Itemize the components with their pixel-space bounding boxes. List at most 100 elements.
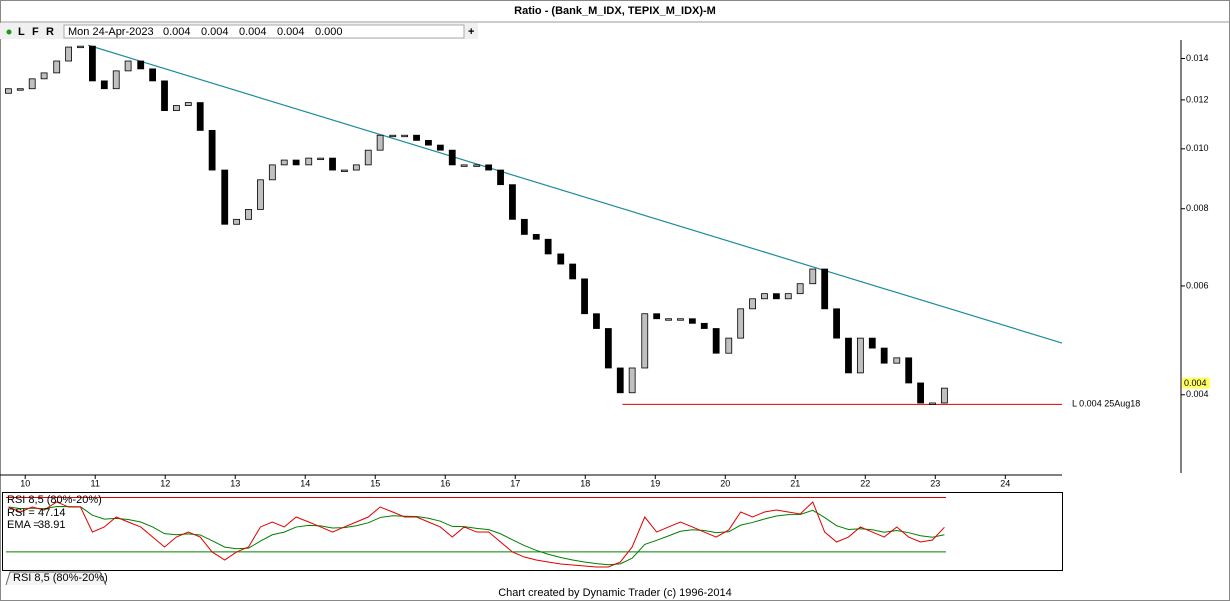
candle bbox=[569, 263, 577, 280]
candle bbox=[485, 164, 493, 171]
info-high: 0.004 bbox=[201, 26, 229, 38]
x-tick-label: 24 bbox=[1000, 478, 1010, 488]
candle bbox=[352, 164, 360, 171]
rsi-tab[interactable] bbox=[5, 571, 107, 586]
candle bbox=[173, 105, 180, 112]
candle bbox=[665, 318, 672, 321]
candle bbox=[940, 387, 948, 404]
candle bbox=[245, 209, 252, 220]
candle bbox=[509, 184, 516, 220]
candle bbox=[161, 80, 168, 112]
candle bbox=[929, 402, 936, 405]
candle bbox=[520, 218, 528, 235]
candle bbox=[100, 80, 108, 90]
candle bbox=[305, 157, 313, 166]
candle bbox=[700, 322, 708, 329]
legend-label: EMA = bbox=[7, 519, 40, 531]
trendline bbox=[88, 44, 1063, 344]
candle bbox=[880, 347, 888, 364]
candle bbox=[40, 72, 48, 80]
x-tick-label: 16 bbox=[440, 478, 450, 488]
candle bbox=[616, 367, 624, 394]
y-tick-label: 0.004 bbox=[1186, 389, 1209, 399]
rsi-panel bbox=[2, 492, 1063, 571]
candle bbox=[413, 134, 420, 141]
candle bbox=[425, 139, 432, 146]
candle bbox=[436, 144, 444, 151]
info-close: 0.004 bbox=[277, 26, 305, 38]
info-box bbox=[63, 24, 465, 39]
y-tick-label: 0.012 bbox=[1186, 94, 1209, 104]
candle bbox=[196, 102, 204, 131]
footer: Chart created by Dynamic Trader (c) 1996… bbox=[498, 587, 732, 599]
candle bbox=[821, 268, 829, 310]
candle bbox=[833, 308, 840, 339]
flag-l[interactable]: L bbox=[18, 26, 25, 38]
candle bbox=[317, 157, 325, 161]
candle bbox=[184, 102, 192, 106]
y-tick-label: 0.008 bbox=[1186, 203, 1209, 213]
x-tick-label: 19 bbox=[650, 478, 660, 488]
candle bbox=[473, 164, 481, 167]
last-price-label: 0.004 bbox=[1184, 378, 1207, 388]
candle bbox=[581, 278, 588, 315]
candle bbox=[16, 88, 24, 91]
candle bbox=[688, 318, 696, 324]
info-open: 0.004 bbox=[163, 26, 191, 38]
info-low: 0.004 bbox=[239, 26, 267, 38]
candle bbox=[641, 313, 649, 369]
rsi-tab-label[interactable]: RSI 8,5 (80%-20%) bbox=[13, 572, 108, 584]
y-tick-label: 0.010 bbox=[1186, 143, 1209, 153]
indicator-line bbox=[8, 505, 945, 566]
candle bbox=[149, 68, 157, 82]
candle bbox=[89, 45, 96, 82]
candle bbox=[389, 134, 397, 138]
candle bbox=[905, 357, 913, 384]
candle bbox=[796, 283, 804, 295]
panel-title: RSI 8,5 (80%-20%) bbox=[7, 494, 102, 506]
indicator-line bbox=[8, 501, 945, 568]
candle bbox=[809, 268, 817, 285]
x-tick-label: 13 bbox=[230, 478, 240, 488]
last-price-box bbox=[1182, 377, 1210, 389]
y-tick-label: 0.014 bbox=[1186, 53, 1209, 63]
x-tick-label: 15 bbox=[370, 478, 380, 488]
candle bbox=[532, 234, 540, 240]
candle bbox=[329, 157, 336, 171]
candle bbox=[221, 169, 229, 225]
x-tick-label: 20 bbox=[720, 478, 730, 488]
candle bbox=[917, 382, 924, 404]
candle bbox=[208, 130, 216, 171]
info-date: Mon 24-Apr-2023 bbox=[68, 26, 154, 38]
candle bbox=[257, 179, 264, 210]
legend-label: RSI = bbox=[7, 507, 35, 519]
x-tick-label: 18 bbox=[580, 478, 590, 488]
candle bbox=[448, 149, 456, 166]
candle bbox=[868, 337, 876, 349]
info-change: 0.000 bbox=[315, 26, 343, 38]
x-tick-label: 14 bbox=[300, 478, 310, 488]
y-tick-label: 0.006 bbox=[1186, 280, 1209, 290]
candle bbox=[77, 45, 84, 49]
x-tick-label: 21 bbox=[790, 478, 800, 488]
candle bbox=[893, 357, 901, 364]
candle bbox=[712, 328, 720, 354]
flag-r[interactable]: R bbox=[46, 26, 54, 38]
candle bbox=[772, 293, 780, 300]
candle bbox=[292, 159, 300, 166]
candle bbox=[737, 308, 745, 339]
candle bbox=[845, 337, 852, 374]
candle bbox=[761, 293, 768, 300]
support-label: L 0.004 25Aug18 bbox=[1072, 399, 1140, 409]
candle bbox=[364, 149, 372, 166]
add-button[interactable]: + bbox=[468, 26, 474, 38]
flag-f[interactable]: F bbox=[32, 26, 39, 38]
candle bbox=[280, 159, 288, 166]
candle bbox=[604, 328, 612, 369]
candle bbox=[28, 78, 36, 90]
candle bbox=[460, 164, 468, 167]
x-tick-label: 22 bbox=[860, 478, 870, 488]
candle bbox=[653, 313, 661, 320]
status-dot bbox=[6, 29, 12, 35]
